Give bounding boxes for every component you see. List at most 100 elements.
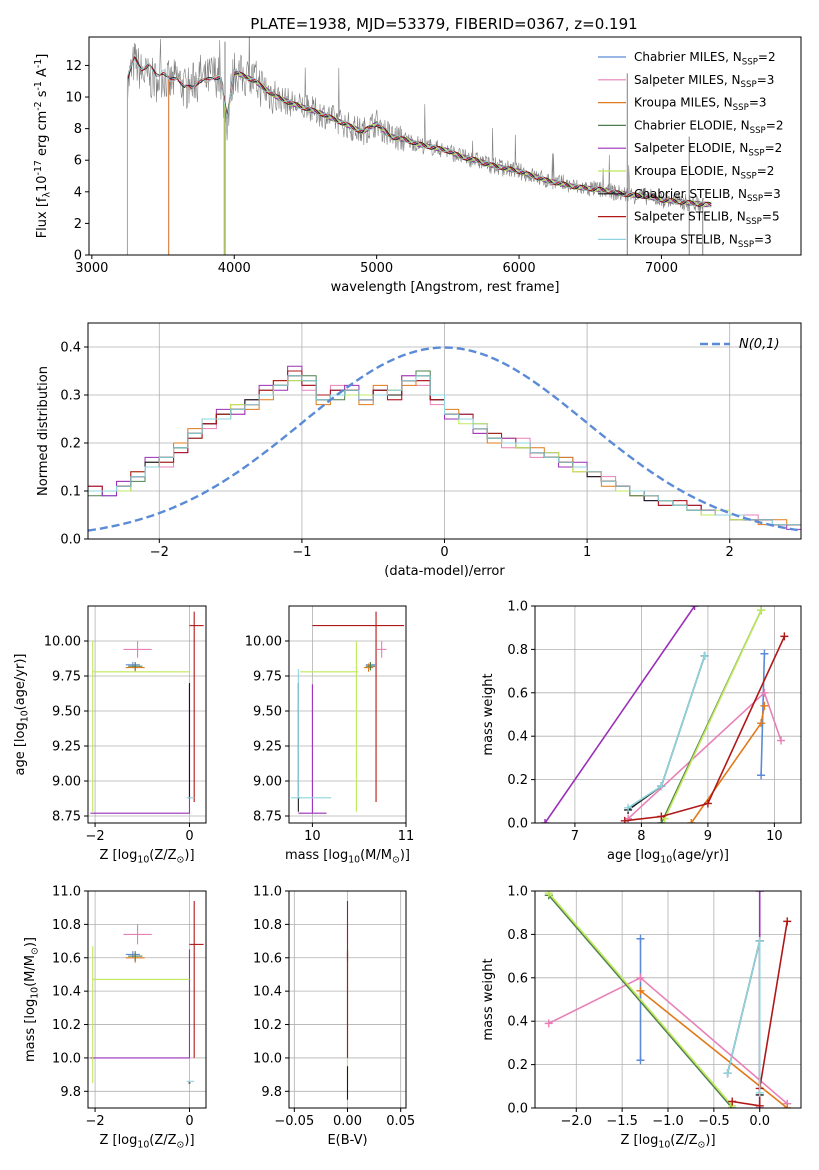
tick-label-y: 10.0	[253, 1051, 282, 1066]
tick-label-y: 0.0	[507, 817, 528, 832]
errorbar-salpeter-miles	[376, 641, 387, 658]
tick-label-x: 7	[571, 829, 579, 844]
axis-label-x: Z [log10​(Z/Z⊙​)]	[620, 1133, 715, 1151]
tick-label-x: 9	[704, 829, 712, 844]
axis-label-y: mass weight	[481, 673, 496, 755]
tick-label-x: 11	[398, 829, 415, 844]
weight-marker-kroupa-stelib	[657, 782, 666, 791]
panel-spectrum: 3000 4000 5000 6000 7000 0 2 4 6 8 10 12 wavelength …	[33, 36, 802, 295]
axis-label-y: mass weight	[481, 958, 496, 1040]
tick-label-y: 4	[74, 185, 82, 200]
axis-label-y: Flux [fλ​10-17​ erg cm-2​ s-1​ A-1​]	[33, 54, 53, 239]
axis-label-x: age [log10​(age/yr)]	[607, 848, 729, 866]
legend-label-kroupa-miles: Kroupa MILES, NSSP​=3	[634, 96, 767, 113]
tick-label-x: 1	[583, 545, 591, 560]
weight-marker-salpeter-stelib	[783, 917, 792, 926]
axis-label-y: mass [log10​(M/M⊙​)]	[23, 937, 41, 1062]
tick-label-x: −2	[85, 829, 104, 844]
tick-label-y: 10.2	[52, 1018, 81, 1033]
weight-marker-kroupa-elodie	[757, 606, 766, 615]
errorbar-chabrier-stelib	[188, 683, 191, 799]
histogram-kroupa-stelib	[88, 375, 801, 539]
legend-label-salpeter-miles: Salpeter MILES, NSSP​=3	[634, 73, 774, 90]
observed-spectrum	[127, 37, 705, 212]
weight-marker-kroupa-stelib	[755, 936, 764, 945]
model-spectrum-salpeter-miles	[168, 70, 712, 255]
axes-frame	[534, 605, 802, 824]
tick-label-x: 4000	[218, 261, 251, 276]
plot-area	[544, 891, 792, 1108]
weight-marker-chabrier-miles	[636, 1056, 645, 1065]
weight-marker-kroupa-stelib	[723, 1069, 732, 1078]
plot-area	[90, 901, 204, 1084]
tick-label-y: 1.0	[507, 885, 528, 900]
weight-line-kroupa-elodie	[548, 892, 733, 1107]
weight-line-kroupa-elodie	[663, 609, 762, 820]
tick-label-y: 0.8	[507, 643, 528, 658]
axes-frame	[87, 890, 207, 1109]
model-spectrum-kroupa-elodie	[223, 72, 712, 255]
normal-curve	[88, 346, 801, 532]
tick-label-y: 11.0	[253, 885, 282, 900]
tick-label-y: 9.50	[52, 705, 81, 720]
legend-label-normal: N(0,1)	[739, 337, 780, 352]
model-spectrum-kroupa-miles	[168, 69, 712, 255]
model-spectrum-chabrier-stelib	[127, 55, 712, 255]
panel-mass_vs_Z: −2 0 9.8 10.0 10.2 10.4 10.6 10.8 11.0 Z [log10​(…	[23, 885, 207, 1151]
plot-area	[90, 611, 204, 814]
tick-label-y: 10	[65, 91, 82, 106]
errorbar-salpeter-stelib	[189, 901, 204, 1058]
errorbar-salpeter-miles	[123, 924, 152, 945]
panel-age_vs_mass: 10 11 8.75 9.00 9.25 9.50 9.75 10.00 mass [log10…	[245, 605, 415, 866]
model-spectrum-chabrier-miles	[168, 71, 712, 255]
plot-area	[88, 346, 801, 539]
tick-label-y: 10.0	[52, 1051, 81, 1066]
weight-line-salpeter-miles	[627, 691, 782, 820]
axes-frame	[87, 605, 207, 824]
panel-weight_vs_Z: −2.0 −1.5 −1.0 −0.5 0.0 0.0 0.2 0.4 0.6 0.8 1.0 Z […	[481, 885, 802, 1151]
weight-line-chabrier-stelib	[627, 655, 706, 811]
axes-frame	[87, 322, 802, 540]
axis-label-x: wavelength [Angstrom, rest frame]	[331, 280, 560, 295]
tick-label-y: 0.2	[507, 1058, 528, 1073]
weight-marker-salpeter-miles	[760, 688, 769, 697]
tick-label-y: 9.00	[253, 775, 282, 790]
axis-label-x: Z [log10​(Z/Z⊙​)]	[99, 1133, 194, 1151]
tick-label-y: 10.4	[52, 985, 81, 1000]
tick-label-y: 11.0	[52, 885, 81, 900]
tick-label-y: 10.00	[44, 635, 81, 650]
weight-marker-kroupa-miles	[760, 701, 769, 710]
tick-label-y: 0.0	[507, 1102, 528, 1117]
legend-label-chabrier-miles: Chabrier MILES, NSSP​=2	[634, 50, 776, 67]
tick-label-y: 0.4	[60, 341, 81, 356]
tick-label-y: 6	[74, 154, 82, 169]
weight-marker-kroupa-stelib	[624, 803, 633, 812]
panel-age_vs_Z: −2 0 8.75 9.00 9.25 9.50 9.75 10.00 Z [log10​(Z/…	[13, 605, 207, 866]
weight-marker-kroupa-miles	[687, 819, 696, 823]
tick-label-y: 9.25	[52, 740, 81, 755]
axes-frame	[288, 890, 407, 1109]
errorbar-chabrier-miles	[125, 662, 140, 668]
tick-label-x: −0.05	[274, 1114, 314, 1129]
errorbar-salpeter-elodie	[298, 684, 327, 814]
tick-label-y: 9.00	[52, 775, 81, 790]
weight-marker-kroupa-stelib	[755, 1088, 764, 1097]
errorbar-chabrier-elodie	[365, 662, 376, 671]
weight-line-kroupa-stelib	[627, 655, 706, 809]
tick-label-y: 0.6	[507, 686, 528, 701]
weight-marker-chabrier-miles	[760, 649, 769, 658]
tick-label-x: 0	[185, 829, 193, 844]
tick-label-x: 6000	[503, 261, 536, 276]
tick-label-y: 8.75	[52, 810, 81, 825]
model-spectrum-salpeter-stelib	[127, 56, 712, 255]
panel-residuals: −2 −1 0 1 2 0.0 0.1 0.2 0.3 0.4 (data-model)/error…	[36, 322, 802, 579]
weight-marker-salpeter-elodie	[540, 819, 549, 823]
tick-label-x: −1.0	[652, 1114, 684, 1129]
errorbar-kroupa-elodie	[300, 641, 359, 812]
errorbar-kroupa-elodie	[92, 946, 190, 1083]
tick-label-x: 5000	[360, 261, 393, 276]
tick-label-y: 9.8	[261, 1085, 282, 1100]
plot-area	[540, 606, 789, 823]
errorbar-kroupa-elodie	[92, 641, 190, 812]
errorbar-salpeter-elodie	[90, 949, 191, 1059]
